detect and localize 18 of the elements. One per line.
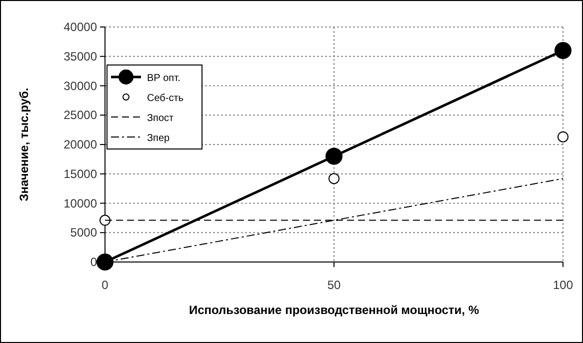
x-tick-label: 0 bbox=[102, 278, 109, 292]
y-tick-label: 10000 bbox=[64, 196, 98, 210]
legend-label: Зпер bbox=[147, 133, 170, 144]
y-tick-label: 40000 bbox=[64, 20, 98, 34]
x-tick-label: 50 bbox=[327, 278, 341, 292]
y-tick-label: 5000 bbox=[70, 226, 98, 240]
legend-label: Себ-сть bbox=[147, 93, 184, 104]
y-axis-title: Значение, тыс.руб. bbox=[17, 88, 31, 202]
legend-label: ВР опт. bbox=[147, 73, 180, 84]
y-tick-label: 35000 bbox=[64, 49, 98, 64]
y-tick-label: 20000 bbox=[64, 138, 98, 152]
x-axis-title: Использование производственной мощности, % bbox=[188, 303, 480, 317]
y-tick-label: 30000 bbox=[64, 78, 98, 93]
legend-label: Зпост bbox=[147, 113, 174, 124]
y-tick-label: 25000 bbox=[64, 108, 98, 122]
y-tick-label: 0 bbox=[90, 255, 98, 269]
x-tick-label: 100 bbox=[552, 278, 574, 292]
y-tick-label: 15000 bbox=[64, 166, 98, 181]
